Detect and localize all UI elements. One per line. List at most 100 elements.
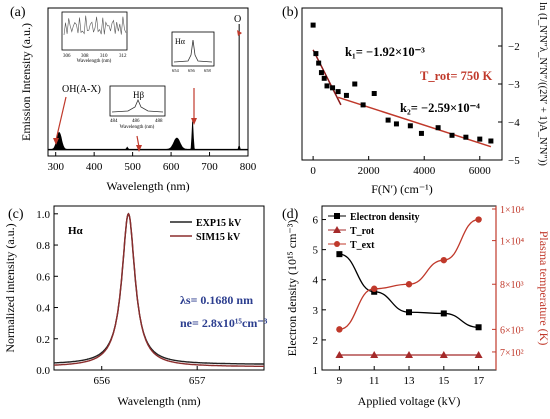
d-series-line-0 <box>339 253 479 328</box>
panel-b-xticks: 0 2000 4000 6000 <box>310 156 491 177</box>
d-xtick-label-1: 11 <box>369 375 380 387</box>
inset-hbeta-tick-2: 488 <box>155 119 163 124</box>
annot-o-arrowhead <box>237 30 242 36</box>
panel-a-spectrum <box>47 121 249 151</box>
panel-b: (b) F(N′) (cm⁻¹) ln (I_N′N″λ_N′N″/((2N′ … <box>282 2 548 196</box>
c-ytick-label-0: 0.0 <box>36 365 50 377</box>
a-xtick-label-1: 400 <box>86 161 103 173</box>
panel-c-yticks: 0.0 0.2 0.4 0.6 0.8 1.0 <box>36 209 58 377</box>
inset-oh-tick-0: 306 <box>63 54 71 59</box>
d-ytick-label-1: 2 <box>313 335 319 347</box>
d-marker-2-0 <box>336 326 343 333</box>
b-point-14 <box>407 123 413 129</box>
inset-halpha-label: Hα <box>175 37 186 46</box>
panel-d-yticks-right: 7×10² 6×10³ 8×10³ 1×10⁴ 1×10⁴ <box>492 205 525 359</box>
inset-oh-frame <box>61 11 128 51</box>
annot-oh-arrowhead <box>53 138 59 145</box>
a-xtick-label-2: 500 <box>124 161 141 173</box>
a-xtick-label-0: 300 <box>47 161 64 173</box>
d-ytick-label-2: 3 <box>313 305 319 317</box>
b-ytick-label-3: −5 <box>508 155 520 167</box>
panel-b-xlabel: F(N′) (cm⁻¹) <box>371 182 433 196</box>
panel-c-xlabel: Wavelength (nm) <box>117 394 200 408</box>
b-fit-line-0 <box>312 49 342 106</box>
annot-k2: k₂= −2.59×10⁻⁴ <box>400 101 480 115</box>
c-xtick-label-1: 657 <box>189 375 206 387</box>
inset-oh-tick-3: 312 <box>119 54 127 59</box>
annot-oh: OH(A-X) <box>62 84 101 95</box>
panel-a-xticks: 300 400 500 600 700 800 <box>47 152 257 173</box>
a-xtick-label-4: 700 <box>201 161 218 173</box>
d-marker-0-4 <box>475 324 482 331</box>
d-ytick-r-label-3: 1×10⁴ <box>500 237 525 248</box>
d-marker-0-3 <box>440 310 447 317</box>
b-point-20 <box>488 138 494 144</box>
b-point-13 <box>393 121 399 127</box>
d-ytick-r-label-2: 8×10³ <box>500 280 524 291</box>
b-point-4 <box>321 75 327 81</box>
d-ytick-r-label-4: 1×10⁴ <box>500 205 525 216</box>
d-marker-1-2 <box>405 350 413 358</box>
panel-b-label: (b) <box>282 5 299 20</box>
legend-text-marker <box>334 241 340 247</box>
legend-trot-marker <box>333 226 341 233</box>
panel-d-series <box>335 216 483 358</box>
c-xtick-label-0: 656 <box>93 375 110 387</box>
b-point-8 <box>343 92 349 98</box>
panel-a: (a) Wavelength (nm) Emission Intensity (… <box>10 5 257 193</box>
d-ytick-label-0: 1 <box>313 365 319 377</box>
c-ytick-label-2: 0.4 <box>36 303 50 315</box>
inset-hbeta-line <box>111 98 164 113</box>
d-marker-1-1 <box>370 350 379 358</box>
panel-b-fits <box>312 49 492 148</box>
c-ytick-label-1: 0.2 <box>36 334 50 346</box>
inset-halpha-line <box>173 39 213 63</box>
inset-oh-line <box>63 15 127 36</box>
d-xtick-label-2: 13 <box>404 375 416 387</box>
inset-hbeta-xlabel: Wavelength (nm) <box>120 125 155 130</box>
d-marker-0-2 <box>406 309 412 316</box>
panel-b-frame <box>301 7 503 161</box>
panel-d-xlabel: Applied voltage (kV) <box>358 394 461 408</box>
legend-exp15-label: EXP15 kV <box>196 218 242 229</box>
inset-halpha-frame <box>171 31 215 67</box>
d-marker-2-1 <box>371 285 378 292</box>
legend-text-label: T_ext <box>350 240 375 251</box>
annot-halpha: Hα <box>68 225 84 237</box>
b-xtick-label-0: 0 <box>310 165 316 177</box>
b-point-17 <box>449 132 455 138</box>
panel-c-frame <box>53 205 265 371</box>
b-point-3 <box>318 70 324 76</box>
panel-a-inset-hbeta: Hβ 484 486 488 Wavelength (nm) <box>109 85 166 130</box>
b-xtick-label-2: 4000 <box>413 165 436 177</box>
b-point-5 <box>324 83 330 89</box>
legend-sim15-label: SIM15 kV <box>196 232 241 243</box>
panel-c-xticks: 656 657 <box>93 366 206 387</box>
panel-c-label: (c) <box>8 207 24 222</box>
legend-ne-label: Electron density <box>350 212 420 223</box>
b-xtick-label-1: 2000 <box>358 165 381 177</box>
annot-lambda: λs= 0.1680 nm <box>180 293 253 307</box>
b-point-7 <box>335 89 341 95</box>
d-marker-1-3 <box>439 350 448 358</box>
panel-d-ylabel-right: Plasma temperature (K) <box>537 231 550 346</box>
inset-oh-tick-2: 310 <box>100 54 108 59</box>
panel-a-ylabel: Emission Intensity (a.u.) <box>19 23 33 141</box>
panel-d-ylabel: Electron density (10¹⁵ cm⁻³) <box>285 220 299 357</box>
d-xtick-label-0: 9 <box>337 375 343 387</box>
panel-b-points <box>310 22 494 144</box>
panel-a-label: (a) <box>10 5 26 20</box>
inset-halpha-tick-2: 658 <box>204 68 212 73</box>
b-point-9 <box>352 81 358 87</box>
inset-halpha-tick-0: 654 <box>172 68 180 73</box>
d-ytick-label-3: 4 <box>313 275 319 287</box>
b-point-0 <box>310 22 316 28</box>
d-marker-2-4 <box>475 216 482 223</box>
b-point-15 <box>418 130 424 136</box>
annot-hbeta-arrowhead <box>136 145 142 152</box>
d-marker-0-0 <box>336 251 343 258</box>
annot-oh-arrow <box>55 96 67 141</box>
panel-a-inset-halpha: Hα 654 656 658 <box>171 31 215 73</box>
inset-hbeta-tick-1: 486 <box>132 119 140 124</box>
annot-k1: k₁= −1.92×10⁻³ <box>345 45 425 59</box>
